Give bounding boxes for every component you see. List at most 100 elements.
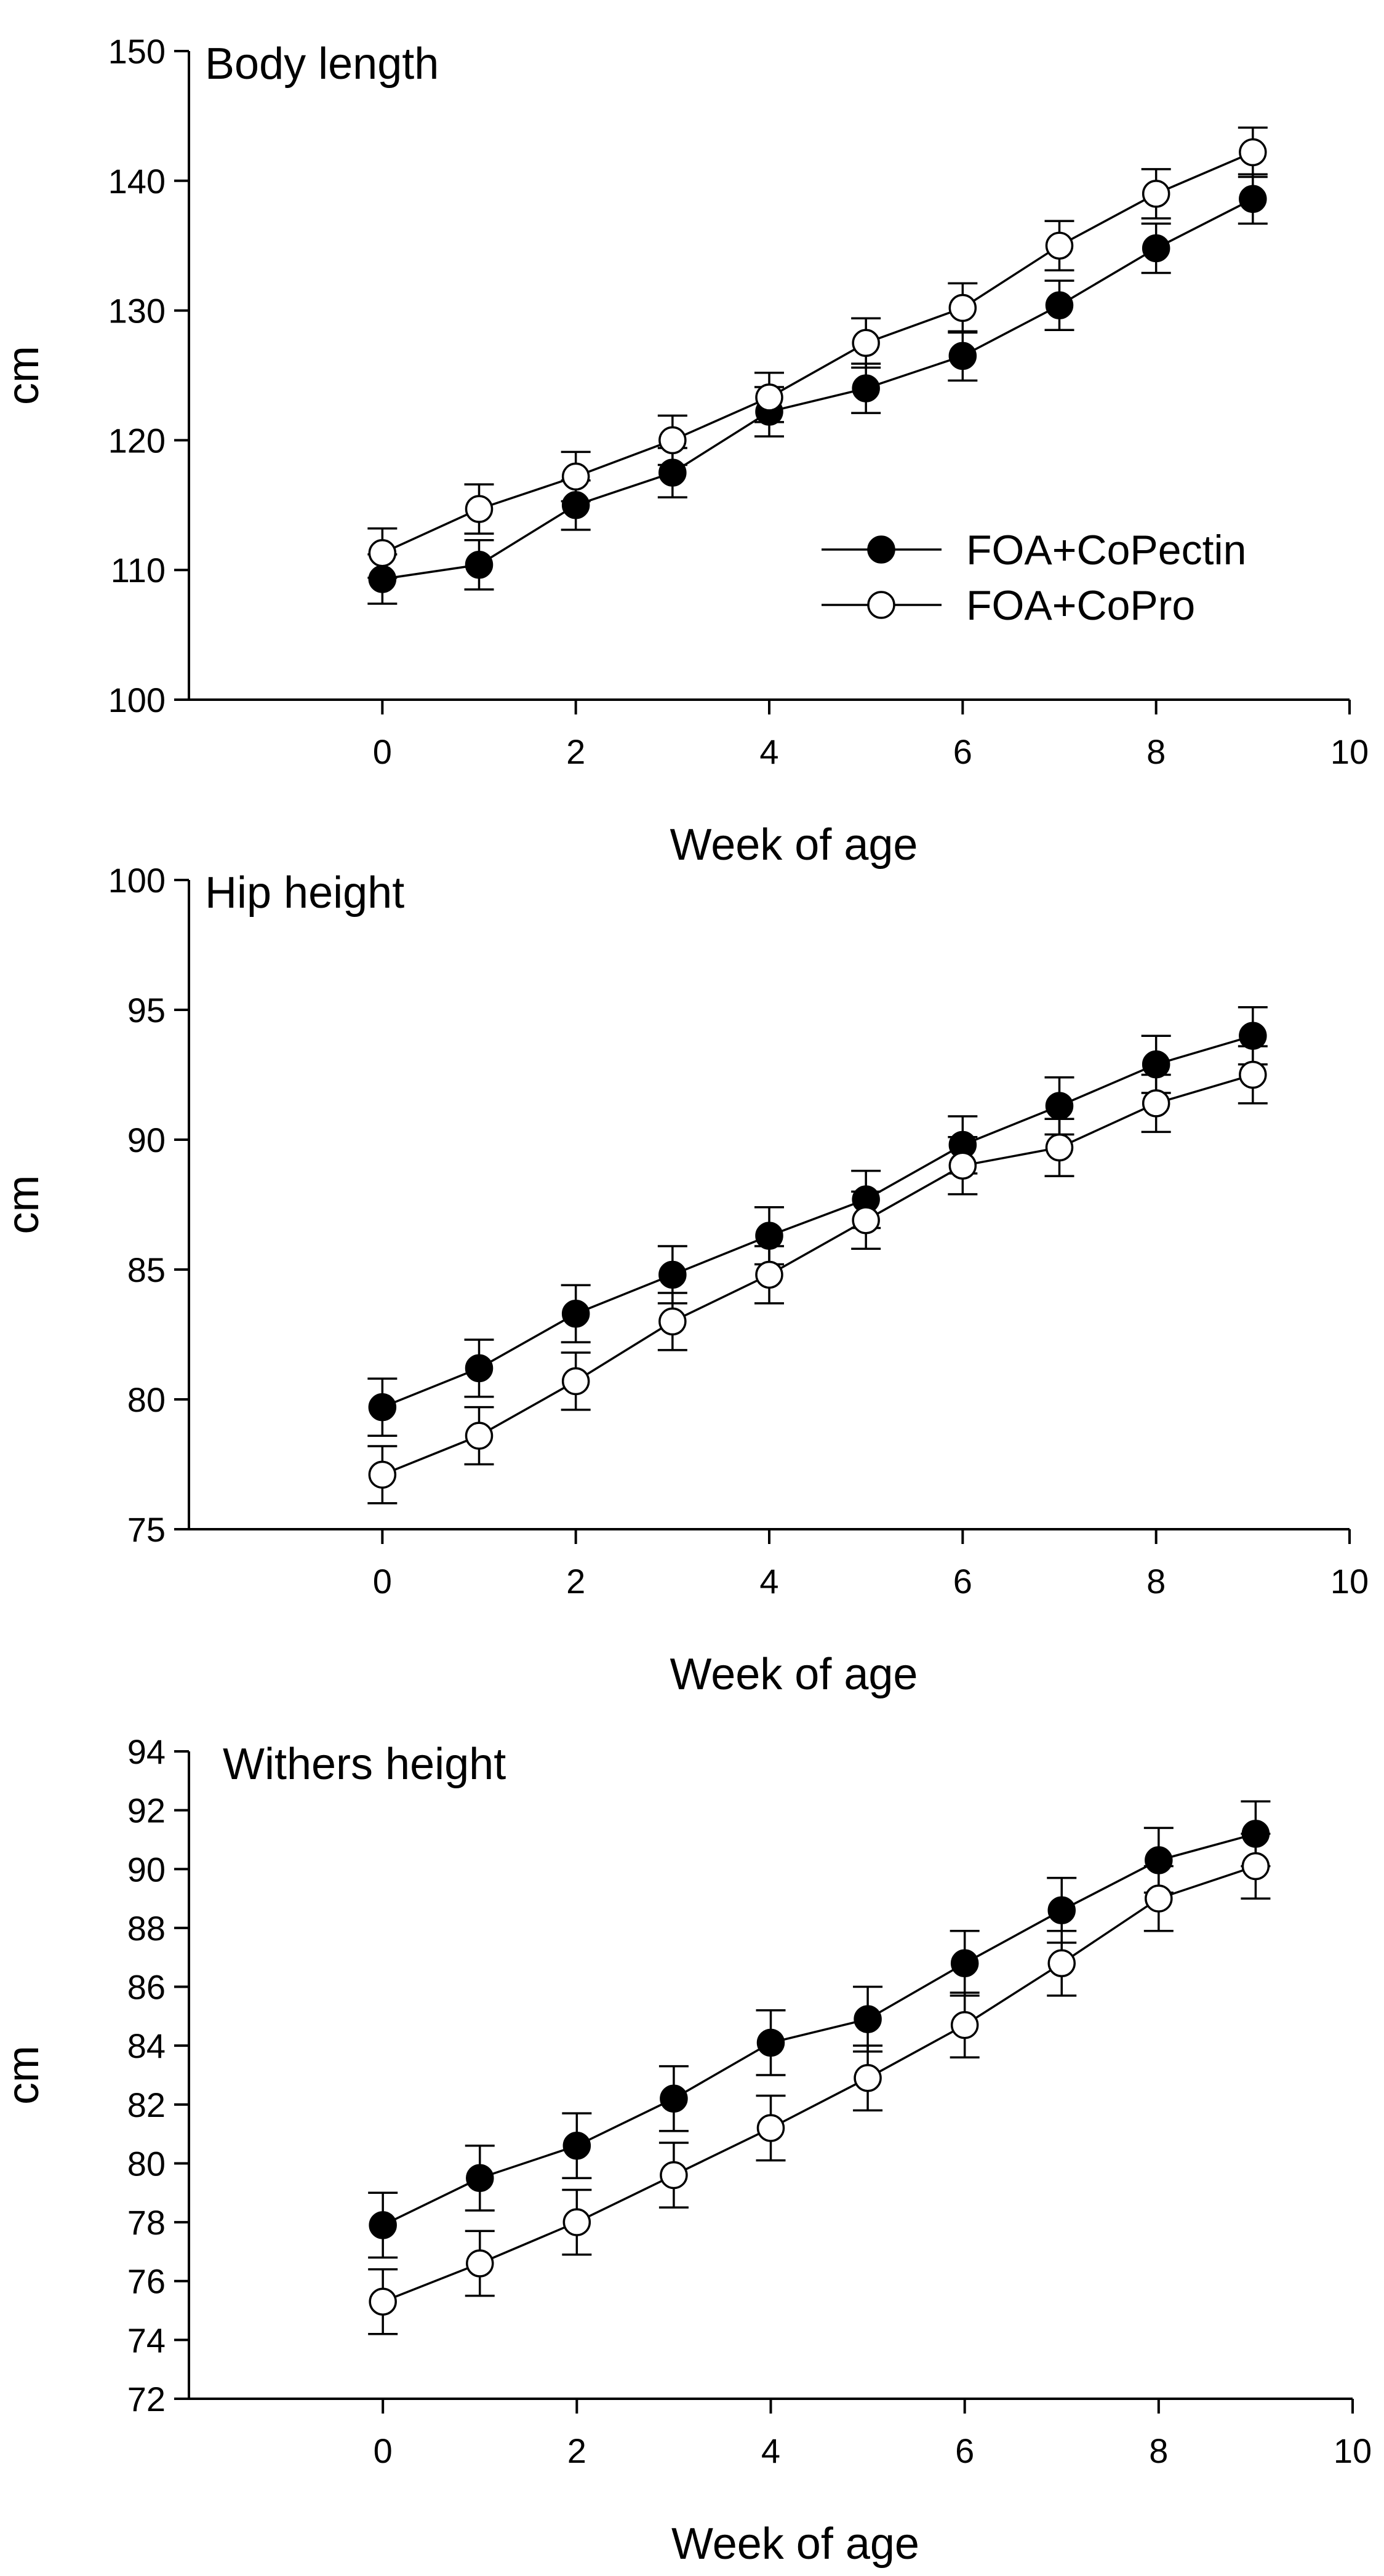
data-point: [852, 1206, 880, 1234]
y-tick-label: 140: [108, 162, 166, 201]
data-point: [466, 2249, 494, 2278]
x-axis-title: Week of age: [671, 2519, 919, 2569]
y-tick-label: 110: [111, 551, 166, 590]
data-point: [854, 2064, 882, 2092]
x-tick-label: 0: [373, 1562, 392, 1601]
y-tick-label: 80: [127, 2144, 166, 2183]
legend-open-marker: [867, 591, 895, 619]
x-tick-label: 0: [374, 2431, 393, 2470]
series-foa-copro: [367, 1045, 1268, 1505]
x-tick-label: 8: [1146, 1562, 1166, 1601]
y-tick-label: 150: [108, 32, 166, 71]
legend-label: FOA+CoPectin: [966, 527, 1246, 574]
data-point: [368, 1460, 397, 1489]
x-tick-label: 4: [761, 2431, 780, 2470]
data-point: [948, 294, 977, 322]
data-point: [950, 1949, 979, 1978]
y-tick-label: 90: [127, 1850, 166, 1889]
y-tick-label: 100: [108, 681, 166, 719]
data-point: [1239, 1022, 1267, 1050]
data-point: [1239, 1060, 1267, 1089]
series-line: [382, 198, 1254, 580]
series-line: [382, 151, 1254, 554]
y-tick-label: 82: [127, 2086, 166, 2124]
data-point: [466, 2164, 494, 2193]
y-tick-label: 80: [127, 1380, 166, 1419]
x-tick-label: 2: [567, 2431, 586, 2470]
y-tick-label: 94: [127, 1732, 166, 1771]
panel-title: Body length: [205, 39, 439, 89]
data-point: [948, 1151, 977, 1180]
y-axis-title: cm: [0, 2046, 48, 2105]
data-point: [465, 1354, 494, 1383]
data-point: [1045, 291, 1074, 319]
legend-label: FOA+CoPro: [966, 582, 1195, 629]
data-point: [1142, 1089, 1170, 1118]
data-point: [854, 2005, 882, 2033]
data-point: [1239, 138, 1267, 167]
data-point: [368, 1393, 397, 1422]
data-point: [1045, 231, 1074, 260]
x-tick-label: 2: [566, 1562, 585, 1601]
x-tick-label: 0: [373, 732, 392, 771]
data-point: [755, 1222, 783, 1250]
data-point: [948, 342, 977, 370]
data-point: [950, 2010, 979, 2039]
x-tick-label: 8: [1149, 2431, 1168, 2470]
y-tick-label: 75: [127, 1510, 166, 1549]
y-tick-label: 88: [127, 1909, 166, 1948]
x-tick-label: 6: [955, 2431, 974, 2470]
x-tick-label: 2: [566, 732, 585, 771]
x-tick-label: 4: [759, 732, 778, 771]
data-point: [658, 1260, 687, 1289]
data-point: [561, 1367, 590, 1396]
y-axis-title: cm: [0, 346, 48, 405]
data-point: [465, 495, 494, 523]
x-tick-label: 6: [953, 1562, 972, 1601]
data-point: [561, 1299, 590, 1328]
series-foa-copectin: [368, 1800, 1271, 2259]
series-foa-copectin: [367, 1006, 1268, 1437]
series-foa-copro: [368, 1833, 1271, 2335]
legend-filled-marker: [867, 535, 895, 564]
data-point: [658, 1307, 687, 1336]
x-axis-title: Week of age: [670, 1650, 918, 1699]
series-line: [382, 1034, 1254, 1409]
y-tick-label: 90: [127, 1121, 166, 1159]
data-point: [1047, 1949, 1076, 1978]
data-point: [1045, 1133, 1074, 1162]
chart-panel-2: 75 80 85 90 95 100 0 2 4 6 8 10 Week of age cm Hip hei…: [0, 861, 1369, 1699]
y-tick-label: 120: [108, 421, 166, 460]
series-line: [382, 1073, 1254, 1476]
data-point: [561, 462, 590, 491]
y-tick-label: 72: [127, 2380, 166, 2418]
y-tick-label: 78: [127, 2203, 166, 2242]
data-point: [1142, 234, 1170, 263]
data-point: [660, 2084, 688, 2113]
data-point: [755, 1260, 783, 1289]
chart-panel-3: 72 74 76 78 80 82 84 86 88 90 92 94 0 2 4 6 8 10 Week of a…: [0, 1732, 1372, 2569]
data-point: [1045, 1092, 1074, 1120]
data-point: [465, 551, 494, 579]
y-tick-label: 76: [127, 2262, 166, 2301]
data-point: [369, 2211, 397, 2239]
data-point: [1241, 1852, 1270, 1881]
x-tick-label: 10: [1330, 732, 1369, 771]
x-tick-label: 6: [953, 732, 972, 771]
data-point: [756, 2114, 785, 2142]
data-point: [1145, 1884, 1173, 1913]
y-tick-label: 74: [127, 2321, 166, 2359]
data-point: [852, 374, 880, 402]
data-point: [368, 539, 397, 567]
data-point: [658, 426, 687, 455]
y-tick-label: 100: [108, 861, 166, 900]
series-foa-copro: [367, 126, 1268, 579]
data-point: [1142, 1050, 1170, 1079]
x-tick-label: 10: [1330, 1562, 1369, 1601]
data-point: [755, 383, 783, 412]
legend: FOA+CoPectin FOA+CoPro: [822, 527, 1246, 629]
series-line: [382, 1833, 1256, 2226]
y-tick-label: 130: [108, 292, 166, 330]
data-point: [660, 2161, 688, 2190]
